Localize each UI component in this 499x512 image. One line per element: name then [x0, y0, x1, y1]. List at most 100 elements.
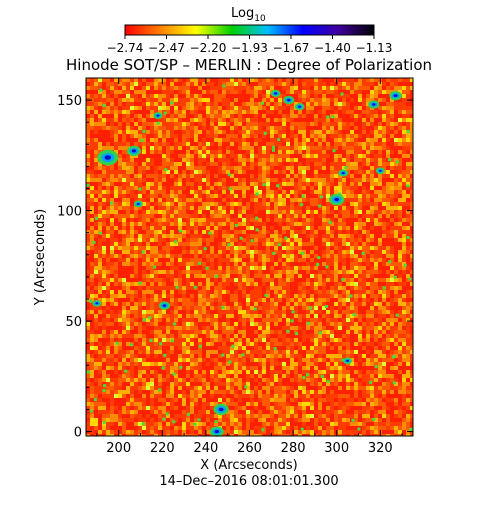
heatmap-cell [302, 154, 306, 158]
heatmap-cell [190, 130, 194, 134]
heatmap-cell [274, 374, 278, 378]
heatmap-cell [126, 358, 130, 362]
heatmap-cell [326, 286, 330, 290]
heatmap-cell [322, 166, 326, 170]
heatmap-cell [94, 150, 98, 154]
heatmap-cell [266, 346, 270, 350]
heatmap-cell [94, 226, 98, 230]
heatmap-cell [210, 210, 214, 214]
heatmap-cell [310, 150, 314, 154]
heatmap-cell [190, 286, 194, 290]
heatmap-cell [158, 266, 162, 270]
heatmap-cell [342, 326, 346, 330]
heatmap-cell [258, 170, 262, 174]
heatmap-cell [130, 94, 134, 98]
heatmap-cell [242, 134, 246, 138]
heatmap-cell [382, 318, 386, 322]
heatmap-cell [198, 98, 202, 102]
heatmap-cell [302, 322, 306, 326]
heatmap-cell [402, 126, 406, 130]
heatmap-cell [262, 230, 266, 234]
heatmap-cell [406, 230, 410, 234]
heatmap-cell [142, 114, 146, 118]
heatmap-cell [182, 110, 186, 114]
heatmap-cell [110, 122, 114, 126]
heatmap-cell [354, 86, 358, 90]
heatmap-cell [402, 334, 406, 338]
heatmap-cell [106, 238, 110, 242]
heatmap-cell [330, 246, 334, 250]
heatmap-cell [198, 114, 202, 118]
heatmap-cell [94, 114, 98, 118]
heatmap-cell [258, 226, 262, 230]
heatmap-cell [402, 254, 406, 258]
heatmap-cell [246, 370, 250, 374]
heatmap-cell [402, 326, 406, 330]
heatmap-cell [126, 170, 130, 174]
heatmap-cell [226, 266, 230, 270]
heatmap-cell [362, 334, 366, 338]
heatmap-cell [334, 258, 338, 262]
heatmap-cell [90, 350, 94, 354]
heatmap-cell [214, 310, 218, 314]
heatmap-cell [394, 278, 398, 282]
heatmap-cell [362, 294, 366, 298]
heatmap-cell [338, 230, 342, 234]
heatmap-cell [154, 122, 158, 126]
heatmap-cell [350, 202, 354, 206]
heatmap-cell [290, 270, 294, 274]
heatmap-cell [346, 150, 350, 154]
heatmap-cell [366, 90, 370, 94]
heatmap-cell [174, 214, 178, 218]
heatmap-cell [114, 86, 118, 90]
heatmap-cell [282, 94, 286, 98]
heatmap-cell [258, 94, 262, 98]
heatmap-cell [302, 150, 306, 154]
heatmap-cell [314, 354, 318, 358]
heatmap-cell [214, 326, 218, 330]
heatmap-cell [198, 110, 202, 114]
heatmap-cell [154, 286, 158, 290]
heatmap-cell [218, 158, 222, 162]
heatmap-cell [170, 370, 174, 374]
heatmap-cell [162, 310, 166, 314]
heatmap-cell [330, 338, 334, 342]
heatmap-cell [326, 278, 330, 282]
heatmap-cell [378, 218, 382, 222]
heatmap-cell [130, 370, 134, 374]
heatmap-cell [322, 174, 326, 178]
heatmap-cell [134, 234, 138, 238]
heatmap-cell [86, 166, 90, 170]
heatmap-cell [182, 306, 186, 310]
heatmap-cell [370, 150, 374, 154]
heatmap-cell [162, 274, 166, 278]
heatmap-cell [158, 142, 162, 146]
heatmap-cell [326, 82, 330, 86]
heatmap-cell [258, 142, 262, 146]
heatmap-cell [250, 326, 254, 330]
heatmap-cell [102, 366, 106, 370]
heatmap-cell [162, 338, 166, 342]
heatmap-cell [130, 290, 134, 294]
heatmap-cell [390, 242, 394, 246]
heatmap-cell [178, 342, 182, 346]
heatmap-cell [142, 106, 146, 110]
heatmap-cell [154, 358, 158, 362]
heatmap-cell [94, 374, 98, 378]
heatmap-cell [342, 250, 346, 254]
heatmap-cell [382, 242, 386, 246]
heatmap-cell [86, 350, 90, 354]
heatmap-cell [294, 146, 298, 150]
heatmap-cell [254, 222, 258, 226]
heatmap-cell [214, 190, 218, 194]
heatmap-cell [290, 246, 294, 250]
heatmap-cell [226, 94, 230, 98]
heatmap-cell [326, 346, 330, 350]
heatmap-cell [262, 218, 266, 222]
heatmap-cell [146, 298, 150, 302]
heatmap-cell [258, 214, 262, 218]
heatmap-cell [158, 94, 162, 98]
heatmap-cell [398, 298, 402, 302]
heatmap-cell [210, 86, 214, 90]
heatmap-cell [398, 346, 402, 350]
